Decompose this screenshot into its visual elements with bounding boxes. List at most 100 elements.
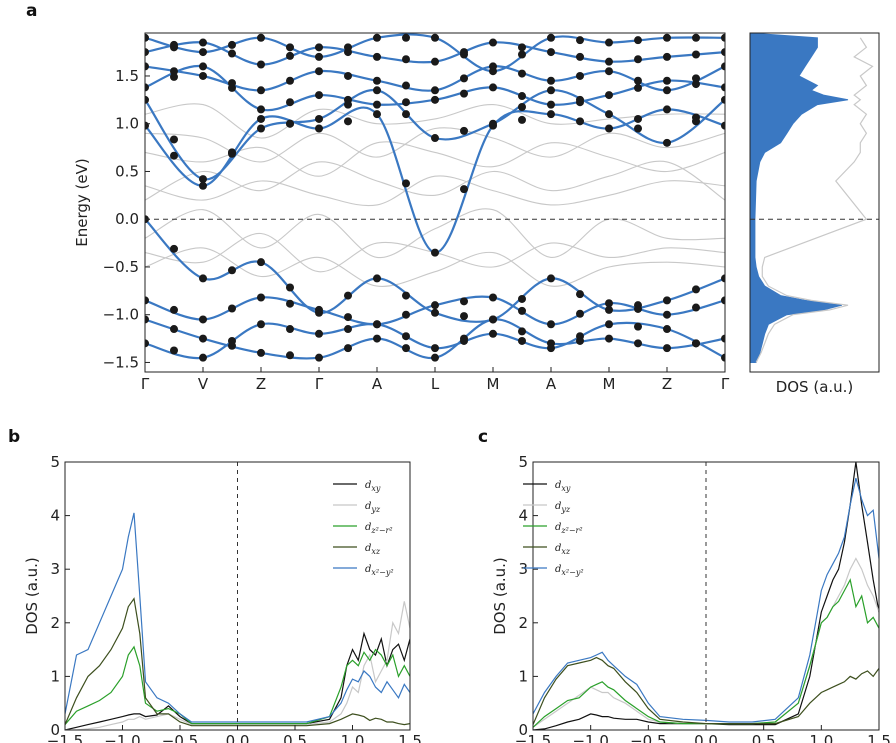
- band-point: [692, 74, 700, 83]
- band-point: [373, 52, 381, 61]
- ytick-label: −0.5: [103, 258, 139, 276]
- band-point: [402, 310, 410, 319]
- band-point: [402, 179, 410, 188]
- band-point: [344, 291, 352, 300]
- kpoint-label: Γ: [315, 375, 324, 393]
- band-point: [344, 43, 352, 52]
- band-point: [315, 67, 323, 76]
- band-point: [663, 138, 671, 147]
- band-point: [634, 304, 642, 313]
- band-point: [170, 72, 178, 81]
- band-point: [373, 334, 381, 343]
- kpoint-label: M: [603, 375, 616, 393]
- band-point: [402, 344, 410, 353]
- band-point: [373, 110, 381, 119]
- dos-x-label: DOS (a.u.): [776, 378, 854, 396]
- band-point: [518, 69, 526, 78]
- y-axis-label: DOS (a.u.): [23, 557, 41, 635]
- band-point: [257, 348, 265, 357]
- band-point: [199, 353, 207, 362]
- band-point: [228, 40, 236, 49]
- band-point: [663, 86, 671, 95]
- band-point: [721, 121, 725, 130]
- band-point: [663, 296, 671, 305]
- band-point: [286, 98, 294, 107]
- band-point: [605, 57, 613, 66]
- band-point: [634, 83, 642, 92]
- band-point: [605, 67, 613, 76]
- band-point: [721, 62, 725, 71]
- band-point: [286, 76, 294, 85]
- band-point: [344, 344, 352, 353]
- series-line-3: [65, 597, 410, 727]
- band-point: [489, 329, 497, 338]
- band-point: [402, 81, 410, 90]
- band-point: [315, 114, 323, 123]
- band-point: [489, 38, 497, 47]
- band-point: [547, 86, 555, 95]
- xtick-label: −0.5: [162, 732, 198, 743]
- band-point: [721, 95, 725, 104]
- xtick-label: 1.5: [867, 732, 891, 743]
- ytick-label: 0: [50, 721, 60, 739]
- band-point: [547, 274, 555, 283]
- kpoint-label: Γ: [141, 375, 150, 393]
- band-point: [605, 38, 613, 47]
- band-point: [228, 266, 236, 275]
- band-point: [547, 48, 555, 57]
- band-point: [721, 33, 725, 42]
- band-structure-panel: 1.51.00.50.0−0.5−1.0−1.5Γ V Z Γ A L M A M Z ΓEnerg…: [73, 32, 730, 393]
- band-point: [344, 71, 352, 80]
- band-point: [576, 71, 584, 80]
- panel-letter-b: b: [8, 427, 20, 447]
- band-point: [576, 290, 584, 299]
- band-point: [257, 33, 265, 42]
- band-point: [460, 334, 468, 343]
- band-point: [145, 83, 149, 92]
- legend-label: dz²−r²: [365, 522, 393, 535]
- kpoint-label: A: [372, 375, 383, 393]
- band-point: [344, 95, 352, 104]
- band-point: [576, 117, 584, 126]
- band-point: [257, 86, 265, 95]
- band-point: [228, 49, 236, 58]
- band-point: [431, 308, 439, 317]
- band-point: [315, 329, 323, 338]
- band-point: [547, 76, 555, 85]
- band-point: [145, 315, 149, 324]
- band-point: [431, 248, 439, 257]
- band-point: [460, 297, 468, 306]
- band-point: [199, 62, 207, 71]
- dos-panel-b: −1.5−1.0−0.50.00.51.01.5012345Energy (eV…: [23, 453, 422, 743]
- series-line-1: [65, 601, 410, 730]
- band-point: [286, 325, 294, 334]
- band-point: [170, 40, 178, 49]
- xtick-label: 0.0: [226, 732, 250, 743]
- band-point: [402, 98, 410, 107]
- band-point: [518, 115, 526, 124]
- band-point: [228, 79, 236, 88]
- band-point: [257, 60, 265, 69]
- band-point: [431, 134, 439, 143]
- band-point: [228, 149, 236, 158]
- dos-layer: [750, 33, 874, 364]
- band-point: [663, 76, 671, 85]
- band-point: [576, 95, 584, 104]
- filled-dos-area: [750, 33, 849, 364]
- band-point: [199, 181, 207, 190]
- band-point: [170, 325, 178, 334]
- band-point: [518, 50, 526, 59]
- band-point: [721, 334, 725, 343]
- legend-label: dxz: [365, 543, 381, 556]
- band-point: [170, 135, 178, 144]
- band-point: [344, 117, 352, 126]
- dos-panel-c: −1.5−1.0−0.50.00.51.01.5012345Energy (eV…: [491, 453, 891, 743]
- band-point: [199, 315, 207, 324]
- panel-letter-c: c: [478, 427, 488, 447]
- band-point: [257, 320, 265, 329]
- band-point: [518, 43, 526, 52]
- ytick-label: 4: [50, 507, 60, 525]
- band-point: [692, 285, 700, 294]
- ytick-label: 0: [518, 721, 528, 739]
- band-point: [663, 310, 671, 319]
